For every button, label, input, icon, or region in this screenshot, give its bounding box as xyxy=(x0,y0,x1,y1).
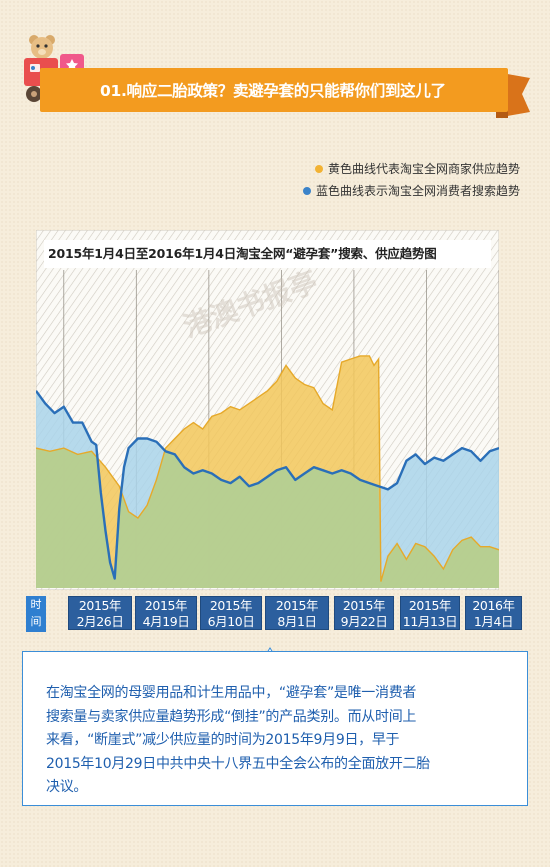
legend-label: 蓝色曲线表示淘宝全网消费者搜索趋势 xyxy=(315,184,520,198)
x-tick-day: 1月4日 xyxy=(473,614,514,629)
caption-line: 搜索量与卖家供应量趋势形成“倒挂”的产品类别。而从时间上 xyxy=(46,708,417,725)
caption-line: 2015年10月29日中共中央十八界五中全会公布的全面放开二胎 xyxy=(46,755,430,772)
x-tick-day: 9月22日 xyxy=(340,614,388,629)
x-tick-label: 2015年 8月1日 xyxy=(265,596,329,630)
x-tick-year: 2015年 xyxy=(78,598,122,613)
x-tick-label: 2015年 2月26日 xyxy=(68,596,132,630)
section-banner xyxy=(40,68,508,112)
x-tick-label: 2015年 6月10日 xyxy=(200,596,262,630)
x-tick-label: 2015年 9月22日 xyxy=(334,596,394,630)
caption-text: 在淘宝全网的母婴用品和计生用品中，“避孕套”是唯一消费者 搜索量与卖家供应量趋势… xyxy=(46,682,516,800)
x-tick-day: 11月13日 xyxy=(402,614,458,629)
legend-label: 黄色曲线代表淘宝全网商家供应趋势 xyxy=(327,162,520,176)
chart-legend: 黄色曲线代表淘宝全网商家供应趋势 蓝色曲线表示淘宝全网消费者搜索趋势 xyxy=(302,158,520,202)
x-tick-year: 2015年 xyxy=(275,598,319,613)
trend-chart xyxy=(36,230,499,590)
caption-box xyxy=(22,651,528,806)
search-line xyxy=(36,390,499,580)
legend-item-supply: 黄色曲线代表淘宝全网商家供应趋势 xyxy=(303,158,520,180)
x-tick-label: 2016年 1月4日 xyxy=(465,596,522,630)
supply-line xyxy=(36,355,499,582)
caption-line: 来看，“断崖式”减少供应量的时间为2015年9月9日，早于 xyxy=(46,732,400,748)
legend-item-search: 蓝色曲线表示淘宝全网消费者搜索趋势 xyxy=(302,180,520,202)
x-tick-day: 2月26日 xyxy=(76,614,124,629)
x-axis-label-text: 时间 xyxy=(30,598,42,628)
x-tick-year: 2015年 xyxy=(209,598,253,613)
x-tick-year: 2015年 xyxy=(144,598,188,613)
x-tick-day: 4月19日 xyxy=(142,614,190,629)
legend-dot-yellow xyxy=(314,165,323,173)
caption-line: 在淘宝全网的母婴用品和计生用品中，“避孕套”是唯一消费者 xyxy=(46,685,417,701)
caption-line: 决议。 xyxy=(46,779,88,795)
x-tick-year: 2016年 xyxy=(472,598,515,613)
x-tick-label: 2015年 11月13日 xyxy=(400,596,460,630)
x-tick-year: 2015年 xyxy=(408,598,452,613)
x-tick-day: 8月1日 xyxy=(277,614,317,629)
x-tick-label: 2015年 4月19日 xyxy=(135,596,197,630)
x-axis-label: 时间 xyxy=(26,596,46,632)
section-title: 01.响应二胎政策？卖避孕套的只能帮你们到这儿了 xyxy=(100,82,446,100)
overlap-area xyxy=(36,448,499,588)
x-tick-day: 6月10日 xyxy=(207,614,255,629)
legend-dot-blue xyxy=(302,187,311,195)
chart-title: 2015年1月4日至2016年1月4日淘宝全网“避孕套”搜索、供应趋势图 xyxy=(44,240,491,268)
x-tick-year: 2015年 xyxy=(342,598,386,613)
